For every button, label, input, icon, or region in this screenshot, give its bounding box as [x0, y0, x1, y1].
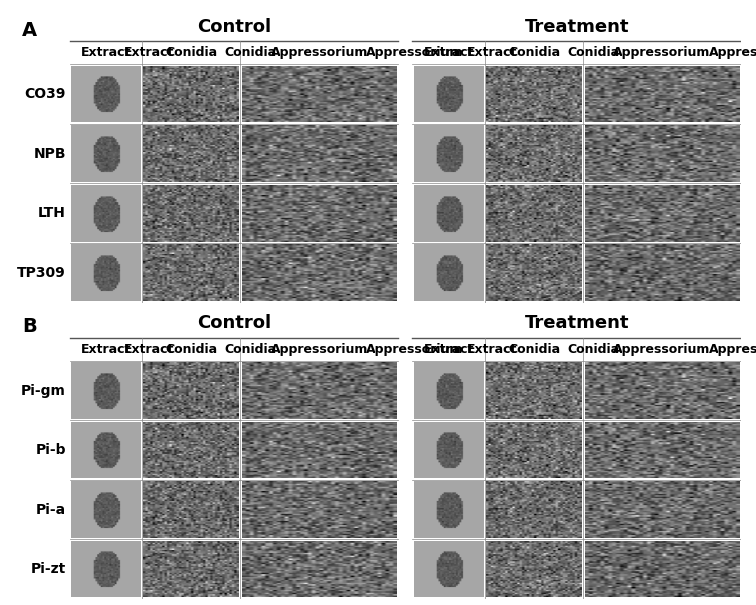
Text: Extract: Extract	[423, 342, 474, 356]
Text: Appressorium: Appressorium	[613, 46, 711, 59]
Text: Conidia: Conidia	[165, 342, 217, 356]
Text: Conidia: Conidia	[508, 46, 560, 59]
Text: Conidia: Conidia	[225, 46, 277, 59]
Text: Pi-a: Pi-a	[36, 503, 66, 517]
Text: Conidia: Conidia	[165, 46, 217, 59]
Text: LTH: LTH	[38, 206, 66, 220]
Text: Control: Control	[197, 314, 271, 332]
Text: Extract: Extract	[80, 46, 131, 59]
Text: Extract: Extract	[467, 46, 518, 59]
Text: Extract: Extract	[423, 46, 474, 59]
Text: Appressorium: Appressorium	[613, 342, 711, 356]
Text: A: A	[23, 21, 38, 40]
Text: Conidia: Conidia	[225, 342, 277, 356]
Text: CO39: CO39	[24, 87, 66, 101]
Text: Extract: Extract	[467, 342, 518, 356]
Text: Appressorium: Appressorium	[271, 342, 368, 356]
Text: Control: Control	[197, 18, 271, 36]
Text: Conidia: Conidia	[568, 342, 620, 356]
Text: Pi-zt: Pi-zt	[31, 562, 66, 576]
Text: NPB: NPB	[33, 146, 66, 161]
Text: Pi-b: Pi-b	[36, 443, 66, 457]
Text: Conidia: Conidia	[508, 342, 560, 356]
Text: Conidia: Conidia	[568, 46, 620, 59]
Text: Treatment: Treatment	[525, 18, 629, 36]
Text: B: B	[23, 317, 37, 336]
Text: Pi-gm: Pi-gm	[21, 384, 66, 397]
Text: Appressorium: Appressorium	[271, 46, 368, 59]
Text: Treatment: Treatment	[525, 314, 629, 332]
Text: Appressorium: Appressorium	[366, 46, 463, 59]
Text: Appressorium: Appressorium	[366, 342, 463, 356]
Text: Extract: Extract	[124, 342, 175, 356]
Text: Appressorium: Appressorium	[708, 342, 756, 356]
Text: Extract: Extract	[124, 46, 175, 59]
Text: Extract: Extract	[80, 342, 131, 356]
Text: TP309: TP309	[17, 266, 66, 280]
Text: Appressorium: Appressorium	[708, 46, 756, 59]
